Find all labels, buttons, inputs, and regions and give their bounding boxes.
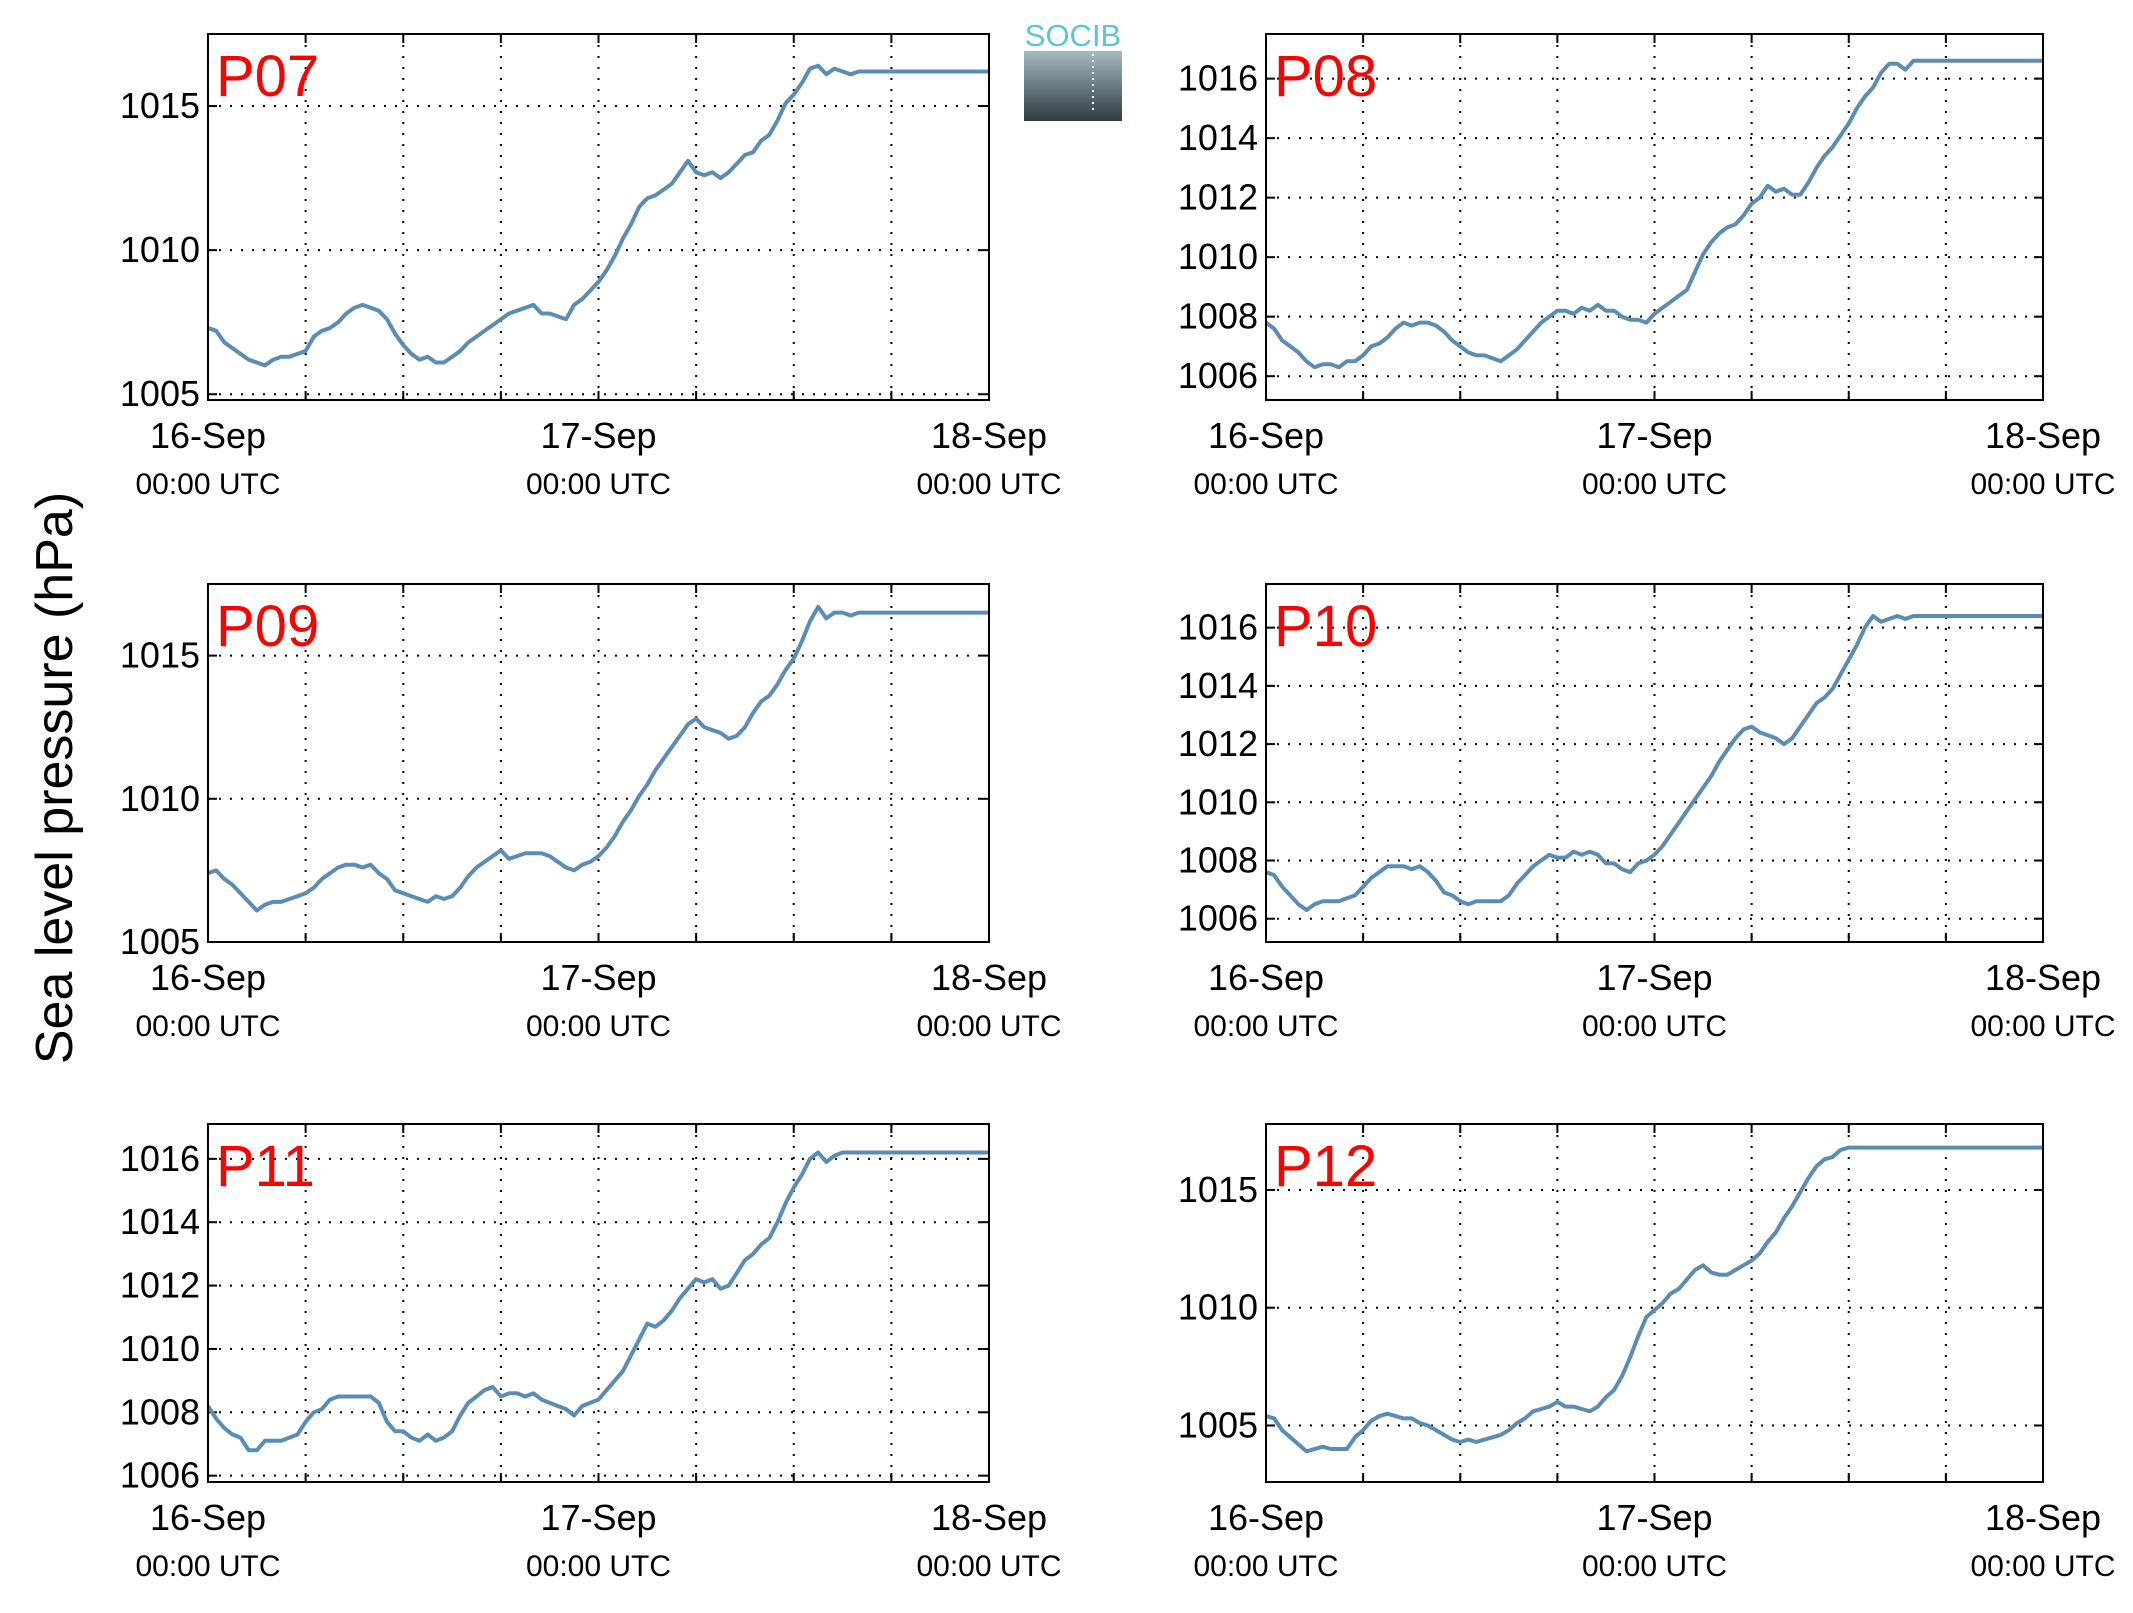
- x-tick-label-time: 00:00 UTC: [1970, 468, 2115, 501]
- y-tick-label: 1016: [120, 1138, 200, 1179]
- chart-panel-p12: 1005 1010 1015 16-Sep 00:00 UTC 17-Sep 00:00 U…: [1178, 1123, 2116, 1583]
- x-tick-label-time: 00:00 UTC: [1582, 468, 1727, 501]
- series-line-p08: [1266, 58, 2043, 370]
- series-line-p07: [208, 63, 989, 368]
- y-tick-label: 1012: [120, 1265, 200, 1306]
- x-tick-label-date: 17-Sep: [540, 415, 656, 456]
- x-tick-label-date: 18-Sep: [931, 415, 1047, 456]
- series-line-p12: [1266, 1145, 2043, 1454]
- x-tick-label-time: 00:00 UTC: [135, 1010, 280, 1043]
- panel-label: P10: [1274, 594, 1377, 659]
- logo-block: [1024, 51, 1122, 121]
- x-tick-label-date: 17-Sep: [1596, 1497, 1712, 1538]
- panel-label: P08: [1274, 44, 1377, 109]
- y-tick-label: 1006: [120, 1455, 200, 1496]
- y-tick-label: 1014: [1178, 665, 1258, 706]
- y-tick-label: 1010: [1178, 1287, 1258, 1328]
- x-tick-label-time: 00:00 UTC: [1582, 1010, 1727, 1043]
- axes-frame: [207, 1123, 990, 1483]
- x-tick-label-date: 16-Sep: [1208, 415, 1324, 456]
- y-tick-label: 1016: [1178, 58, 1258, 99]
- y-tick-label: 1010: [1178, 236, 1258, 277]
- panel-label: P07: [216, 44, 319, 109]
- y-tick-label: 1010: [120, 1328, 200, 1369]
- x-tick-label-date: 17-Sep: [1596, 957, 1712, 998]
- y-tick-label: 1005: [120, 921, 200, 962]
- panel-label: P12: [1274, 1134, 1377, 1199]
- y-tick-label: 1006: [1178, 355, 1258, 396]
- x-tick-label-time: 00:00 UTC: [135, 1550, 280, 1583]
- x-tick-label-date: 16-Sep: [1208, 957, 1324, 998]
- axes-frame: [1265, 583, 2044, 943]
- y-tick-label: 1010: [120, 778, 200, 819]
- y-tick-label: 1005: [1178, 1404, 1258, 1445]
- x-tick-label-date: 16-Sep: [150, 957, 266, 998]
- x-tick-label-date: 18-Sep: [931, 1497, 1047, 1538]
- axes-frame: [1265, 1123, 2044, 1483]
- x-tick-label-date: 17-Sep: [540, 957, 656, 998]
- axes-frame: [207, 33, 990, 401]
- y-tick-label: 1015: [120, 85, 200, 126]
- axes-frame: [1265, 33, 2044, 401]
- x-tick-label-time: 00:00 UTC: [916, 468, 1061, 501]
- x-tick-label-time: 00:00 UTC: [1970, 1010, 2115, 1043]
- x-tick-label-date: 18-Sep: [1985, 415, 2101, 456]
- chart-panel-p10: 1006 1008 1010 1012 1014 1016 16-Sep 00:00 UTC 1…: [1178, 583, 2116, 1043]
- y-tick-label: 1014: [120, 1201, 200, 1242]
- y-tick-label: 1015: [1178, 1169, 1258, 1210]
- y-tick-label: 1005: [120, 373, 200, 414]
- socib-logo: SOCIB: [1024, 18, 1122, 121]
- panel-label: P11: [216, 1134, 315, 1199]
- x-tick-label-date: 16-Sep: [150, 1497, 266, 1538]
- x-tick-label-date: 16-Sep: [150, 415, 266, 456]
- x-tick-label-time: 00:00 UTC: [526, 1010, 671, 1043]
- y-tick-label: 1008: [1178, 296, 1258, 337]
- y-tick-label: 1015: [120, 635, 200, 676]
- logo-text: SOCIB: [1025, 18, 1121, 53]
- x-tick-label-time: 00:00 UTC: [1970, 1550, 2115, 1583]
- x-tick-label-date: 18-Sep: [1985, 957, 2101, 998]
- x-tick-label-date: 18-Sep: [1985, 1497, 2101, 1538]
- y-tick-label: 1010: [120, 229, 200, 270]
- chart-panels: 1005 1010 1015 16-Sep 00:00 UTC 17-Sep 00:00 U…: [120, 33, 2116, 1583]
- chart-panel-p08: 1006 1008 1010 1012 1014 1016 16-Sep 00:00 UTC 1…: [1178, 33, 2116, 501]
- chart-panel-p07: 1005 1010 1015 16-Sep 00:00 UTC 17-Sep 00:00 U…: [120, 33, 1062, 501]
- y-tick-label: 1008: [1178, 840, 1258, 881]
- x-tick-label-time: 00:00 UTC: [916, 1550, 1061, 1583]
- y-tick-label: 1010: [1178, 781, 1258, 822]
- x-tick-label-time: 00:00 UTC: [1193, 468, 1338, 501]
- x-tick-label-time: 00:00 UTC: [526, 468, 671, 501]
- y-axis-label: Sea level pressure (hPa): [26, 492, 84, 1064]
- x-tick-label-date: 17-Sep: [1596, 415, 1712, 456]
- x-tick-label-time: 00:00 UTC: [1193, 1010, 1338, 1043]
- y-tick-label: 1014: [1178, 117, 1258, 158]
- x-tick-label-date: 18-Sep: [931, 957, 1047, 998]
- y-tick-label: 1012: [1178, 177, 1258, 218]
- x-tick-label-time: 00:00 UTC: [526, 1550, 671, 1583]
- y-tick-label: 1012: [1178, 723, 1258, 764]
- x-tick-label-time: 00:00 UTC: [1193, 1550, 1338, 1583]
- y-tick-label: 1006: [1178, 898, 1258, 939]
- x-tick-label-date: 16-Sep: [1208, 1497, 1324, 1538]
- x-tick-label-time: 00:00 UTC: [1582, 1550, 1727, 1583]
- series-line-p10: [1266, 614, 2043, 912]
- panel-label: P09: [216, 594, 319, 659]
- chart-panel-p09: 1005 1010 1015 16-Sep 00:00 UTC 17-Sep 00:00 U…: [120, 583, 1062, 1043]
- chart-panel-p11: 1006 1008 1010 1012 1014 1016 16-Sep 00:00 UTC 1…: [120, 1123, 1062, 1583]
- y-tick-label: 1008: [120, 1391, 200, 1432]
- y-tick-label: 1016: [1178, 607, 1258, 648]
- axes-frame: [207, 583, 990, 943]
- x-tick-label-time: 00:00 UTC: [135, 468, 280, 501]
- series-line-p09: [208, 604, 989, 913]
- x-tick-label-date: 17-Sep: [540, 1497, 656, 1538]
- x-tick-label-time: 00:00 UTC: [916, 1010, 1061, 1043]
- series-line-p11: [208, 1150, 989, 1453]
